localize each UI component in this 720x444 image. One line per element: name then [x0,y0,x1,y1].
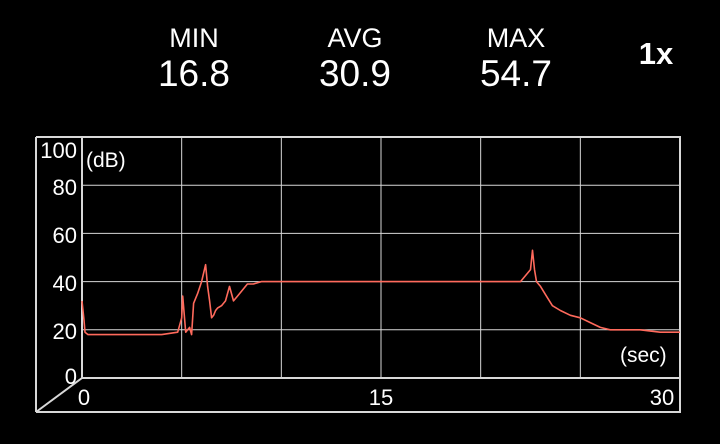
x-tick-label: 30 [650,385,674,410]
decibel-trace [81,249,680,336]
max-label: MAX [486,23,546,53]
avg-stat: AVG 30.9 [285,22,425,94]
avg-label: AVG [327,23,383,53]
x-tick-label: 0 [78,385,90,410]
y-tick-label: 60 [53,223,77,248]
x-axis-unit-label: (sec) [620,344,667,367]
y-tick-label: 40 [53,271,77,296]
avg-value: 30.9 [318,53,391,94]
y-tick-label: 0 [65,364,77,389]
min-value: 16.8 [157,53,230,94]
chart-grid [82,137,680,378]
max-value: 54.7 [479,53,552,94]
y-tick-label: 100 [40,138,77,163]
plot-border [81,136,681,379]
x-axis-ticks: 0 15 30 [78,385,674,410]
chart-frame [35,136,681,413]
y-tick-label: 80 [53,175,77,200]
max-stat: MAX 54.7 [446,22,586,94]
speed-multiplier-button[interactable]: 1x [638,36,674,71]
frame-depth-edge [35,377,83,413]
y-axis-unit-label: (dB) [86,149,126,172]
min-label: MIN [169,23,219,53]
min-stat: MIN 16.8 [124,22,264,94]
y-axis-ticks: 0 20 40 60 80 100 [40,138,77,389]
y-tick-label: 20 [53,319,77,344]
x-tick-label: 15 [369,385,393,410]
